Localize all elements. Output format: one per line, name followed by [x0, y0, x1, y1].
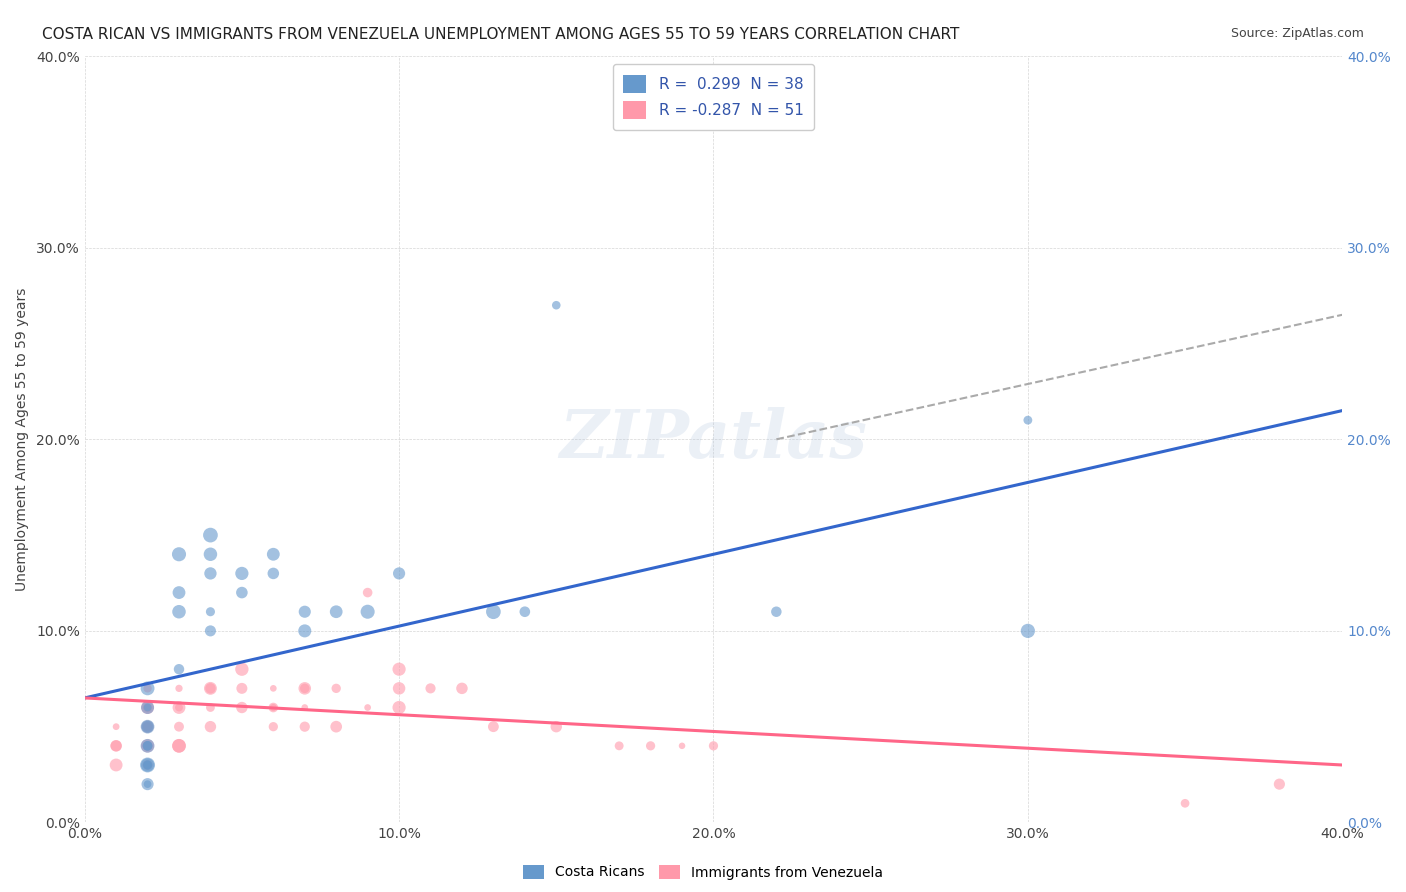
Point [105, 739, 128, 753]
Point [105, 720, 128, 734]
Point [482, 605, 505, 619]
Point [136, 758, 159, 772]
Point [294, 624, 316, 638]
Point [231, 681, 253, 696]
Point [136, 700, 159, 714]
Point [200, 681, 222, 696]
Point [607, 739, 630, 753]
Point [325, 720, 347, 734]
Point [294, 720, 316, 734]
Point [513, 605, 536, 619]
Point [136, 720, 159, 734]
Point [167, 585, 190, 599]
Point [200, 720, 222, 734]
Y-axis label: Unemployment Among Ages 55 to 59 years: Unemployment Among Ages 55 to 59 years [15, 287, 30, 591]
Legend: R =  0.299  N = 38, R = -0.287  N = 51: R = 0.299 N = 38, R = -0.287 N = 51 [613, 64, 814, 130]
Point [231, 700, 253, 714]
Point [136, 758, 159, 772]
Point [546, 720, 568, 734]
Point [136, 700, 159, 714]
Point [136, 758, 159, 772]
Point [200, 566, 222, 581]
Point [1017, 624, 1039, 638]
Point [200, 605, 222, 619]
Point [546, 298, 568, 312]
Point [231, 585, 253, 599]
Point [136, 681, 159, 696]
Point [325, 605, 347, 619]
Point [262, 720, 284, 734]
Point [671, 739, 693, 753]
Point [294, 700, 316, 714]
Point [200, 624, 222, 638]
Point [136, 720, 159, 734]
Point [136, 739, 159, 753]
Point [231, 662, 253, 676]
Point [356, 585, 378, 599]
Point [136, 720, 159, 734]
Point [200, 528, 222, 542]
Point [388, 662, 411, 676]
Point [231, 566, 253, 581]
Point [294, 681, 316, 696]
Point [136, 700, 159, 714]
Point [167, 681, 190, 696]
Point [482, 720, 505, 734]
Point [200, 681, 222, 696]
Point [167, 700, 190, 714]
Point [1017, 413, 1039, 427]
Point [167, 605, 190, 619]
Point [136, 700, 159, 714]
Point [167, 700, 190, 714]
Point [167, 739, 190, 753]
Point [136, 739, 159, 753]
Text: Source: ZipAtlas.com: Source: ZipAtlas.com [1230, 27, 1364, 40]
Point [262, 566, 284, 581]
Point [325, 681, 347, 696]
Point [294, 605, 316, 619]
Point [1174, 797, 1197, 811]
Point [356, 605, 378, 619]
Point [765, 605, 787, 619]
Point [167, 547, 190, 561]
Point [136, 739, 159, 753]
Point [136, 758, 159, 772]
Point [105, 758, 128, 772]
Point [136, 739, 159, 753]
Point [136, 777, 159, 791]
Point [136, 777, 159, 791]
Point [356, 700, 378, 714]
Text: ZIPatlas: ZIPatlas [560, 407, 868, 472]
Point [388, 700, 411, 714]
Point [702, 739, 724, 753]
Point [167, 739, 190, 753]
Legend: Costa Ricans, Immigrants from Venezuela: Costa Ricans, Immigrants from Venezuela [517, 859, 889, 885]
Point [388, 681, 411, 696]
Point [167, 662, 190, 676]
Point [262, 681, 284, 696]
Point [388, 566, 411, 581]
Point [136, 720, 159, 734]
Point [136, 758, 159, 772]
Point [136, 739, 159, 753]
Point [200, 547, 222, 561]
Text: COSTA RICAN VS IMMIGRANTS FROM VENEZUELA UNEMPLOYMENT AMONG AGES 55 TO 59 YEARS : COSTA RICAN VS IMMIGRANTS FROM VENEZUELA… [42, 27, 959, 42]
Point [167, 720, 190, 734]
Point [105, 739, 128, 753]
Point [262, 547, 284, 561]
Point [1268, 777, 1291, 791]
Point [262, 700, 284, 714]
Point [262, 700, 284, 714]
Point [419, 681, 441, 696]
Point [294, 681, 316, 696]
Point [136, 758, 159, 772]
Point [451, 681, 474, 696]
Point [640, 739, 662, 753]
Point [200, 700, 222, 714]
Point [136, 681, 159, 696]
